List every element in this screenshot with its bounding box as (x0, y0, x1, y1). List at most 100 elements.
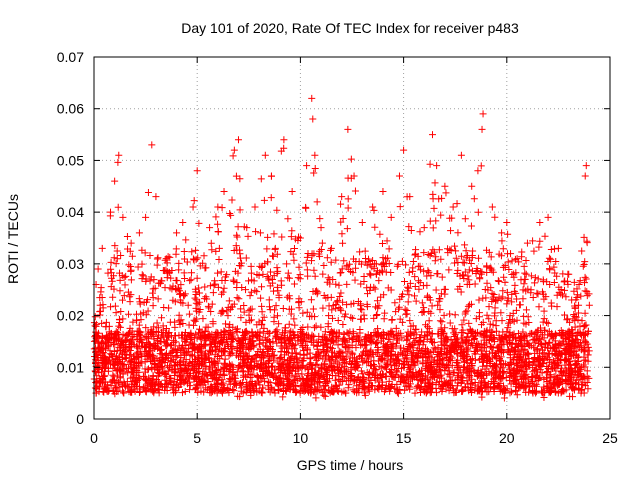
data-point (162, 369, 170, 377)
data-point (213, 366, 221, 374)
data-point (527, 342, 535, 350)
data-point (423, 332, 431, 340)
data-point (189, 203, 197, 211)
data-point (545, 339, 553, 347)
data-point (211, 343, 219, 351)
data-point (247, 262, 255, 270)
data-point (446, 373, 454, 381)
data-point (312, 385, 320, 393)
data-point (406, 380, 414, 388)
data-point (328, 306, 336, 314)
data-point (339, 239, 347, 247)
data-point (396, 315, 404, 323)
data-point (538, 288, 546, 296)
data-point (255, 333, 263, 341)
data-point (137, 351, 145, 359)
data-point (522, 381, 530, 389)
data-point (98, 334, 106, 342)
data-point (405, 367, 413, 375)
data-point (342, 368, 350, 376)
data-point (477, 347, 485, 355)
data-point (585, 301, 593, 309)
data-point (138, 260, 146, 268)
data-point (164, 380, 172, 388)
data-point (524, 361, 532, 369)
data-point (464, 302, 472, 310)
data-point (361, 347, 369, 355)
data-point (416, 228, 424, 236)
data-point (267, 172, 275, 180)
data-point (303, 162, 311, 170)
data-point (506, 351, 514, 359)
data-point (475, 296, 483, 304)
data-point (233, 294, 241, 302)
data-point (225, 297, 233, 305)
data-point (465, 276, 473, 284)
data-point (218, 204, 226, 212)
data-point (483, 311, 491, 319)
data-point (461, 308, 469, 316)
data-point (100, 367, 108, 375)
data-point (370, 329, 378, 337)
data-point (149, 372, 157, 380)
data-point (403, 310, 411, 318)
data-point (400, 358, 408, 366)
data-point (97, 284, 105, 292)
data-point (337, 348, 345, 356)
data-point (522, 320, 530, 328)
data-point (236, 250, 244, 258)
data-point (410, 292, 418, 300)
data-point (338, 265, 346, 273)
data-point (402, 310, 410, 318)
data-point (153, 355, 161, 363)
data-point (424, 349, 432, 357)
data-point (270, 230, 278, 238)
data-point (412, 297, 420, 305)
data-point (438, 341, 446, 349)
data-point (394, 260, 402, 268)
data-point (344, 204, 352, 212)
data-point (353, 332, 361, 340)
data-point (457, 379, 465, 387)
data-point (273, 326, 281, 334)
data-point (378, 261, 386, 269)
data-point (245, 368, 253, 376)
y-tick-label: 0.04 (57, 204, 84, 220)
data-point (338, 230, 346, 238)
data-point (555, 351, 563, 359)
data-point (445, 387, 453, 395)
x-axis-label: GPS time / hours (297, 457, 404, 473)
data-point (336, 293, 344, 301)
data-point (392, 324, 400, 332)
data-point (297, 298, 305, 306)
data-point (176, 320, 184, 328)
data-point (218, 333, 226, 341)
data-point (464, 380, 472, 388)
data-point (292, 372, 300, 380)
data-point (120, 273, 128, 281)
data-point (168, 366, 176, 374)
data-point (507, 371, 515, 379)
data-point (210, 335, 218, 343)
data-point (569, 368, 577, 376)
data-point (513, 391, 521, 399)
data-point (375, 277, 383, 285)
data-point (501, 278, 509, 286)
data-point (292, 382, 300, 390)
data-point (381, 350, 389, 358)
data-point (230, 146, 238, 154)
data-point (333, 387, 341, 395)
data-point (583, 237, 591, 245)
frame-layer (93, 56, 611, 420)
data-point (128, 378, 136, 386)
data-point (336, 305, 344, 313)
data-point (521, 269, 529, 277)
data-point (132, 310, 140, 318)
data-point (273, 264, 281, 272)
data-point (405, 223, 413, 231)
data-point (461, 268, 469, 276)
data-point (102, 378, 110, 386)
data-point (424, 267, 432, 275)
data-point (377, 374, 385, 382)
data-point (243, 343, 251, 351)
